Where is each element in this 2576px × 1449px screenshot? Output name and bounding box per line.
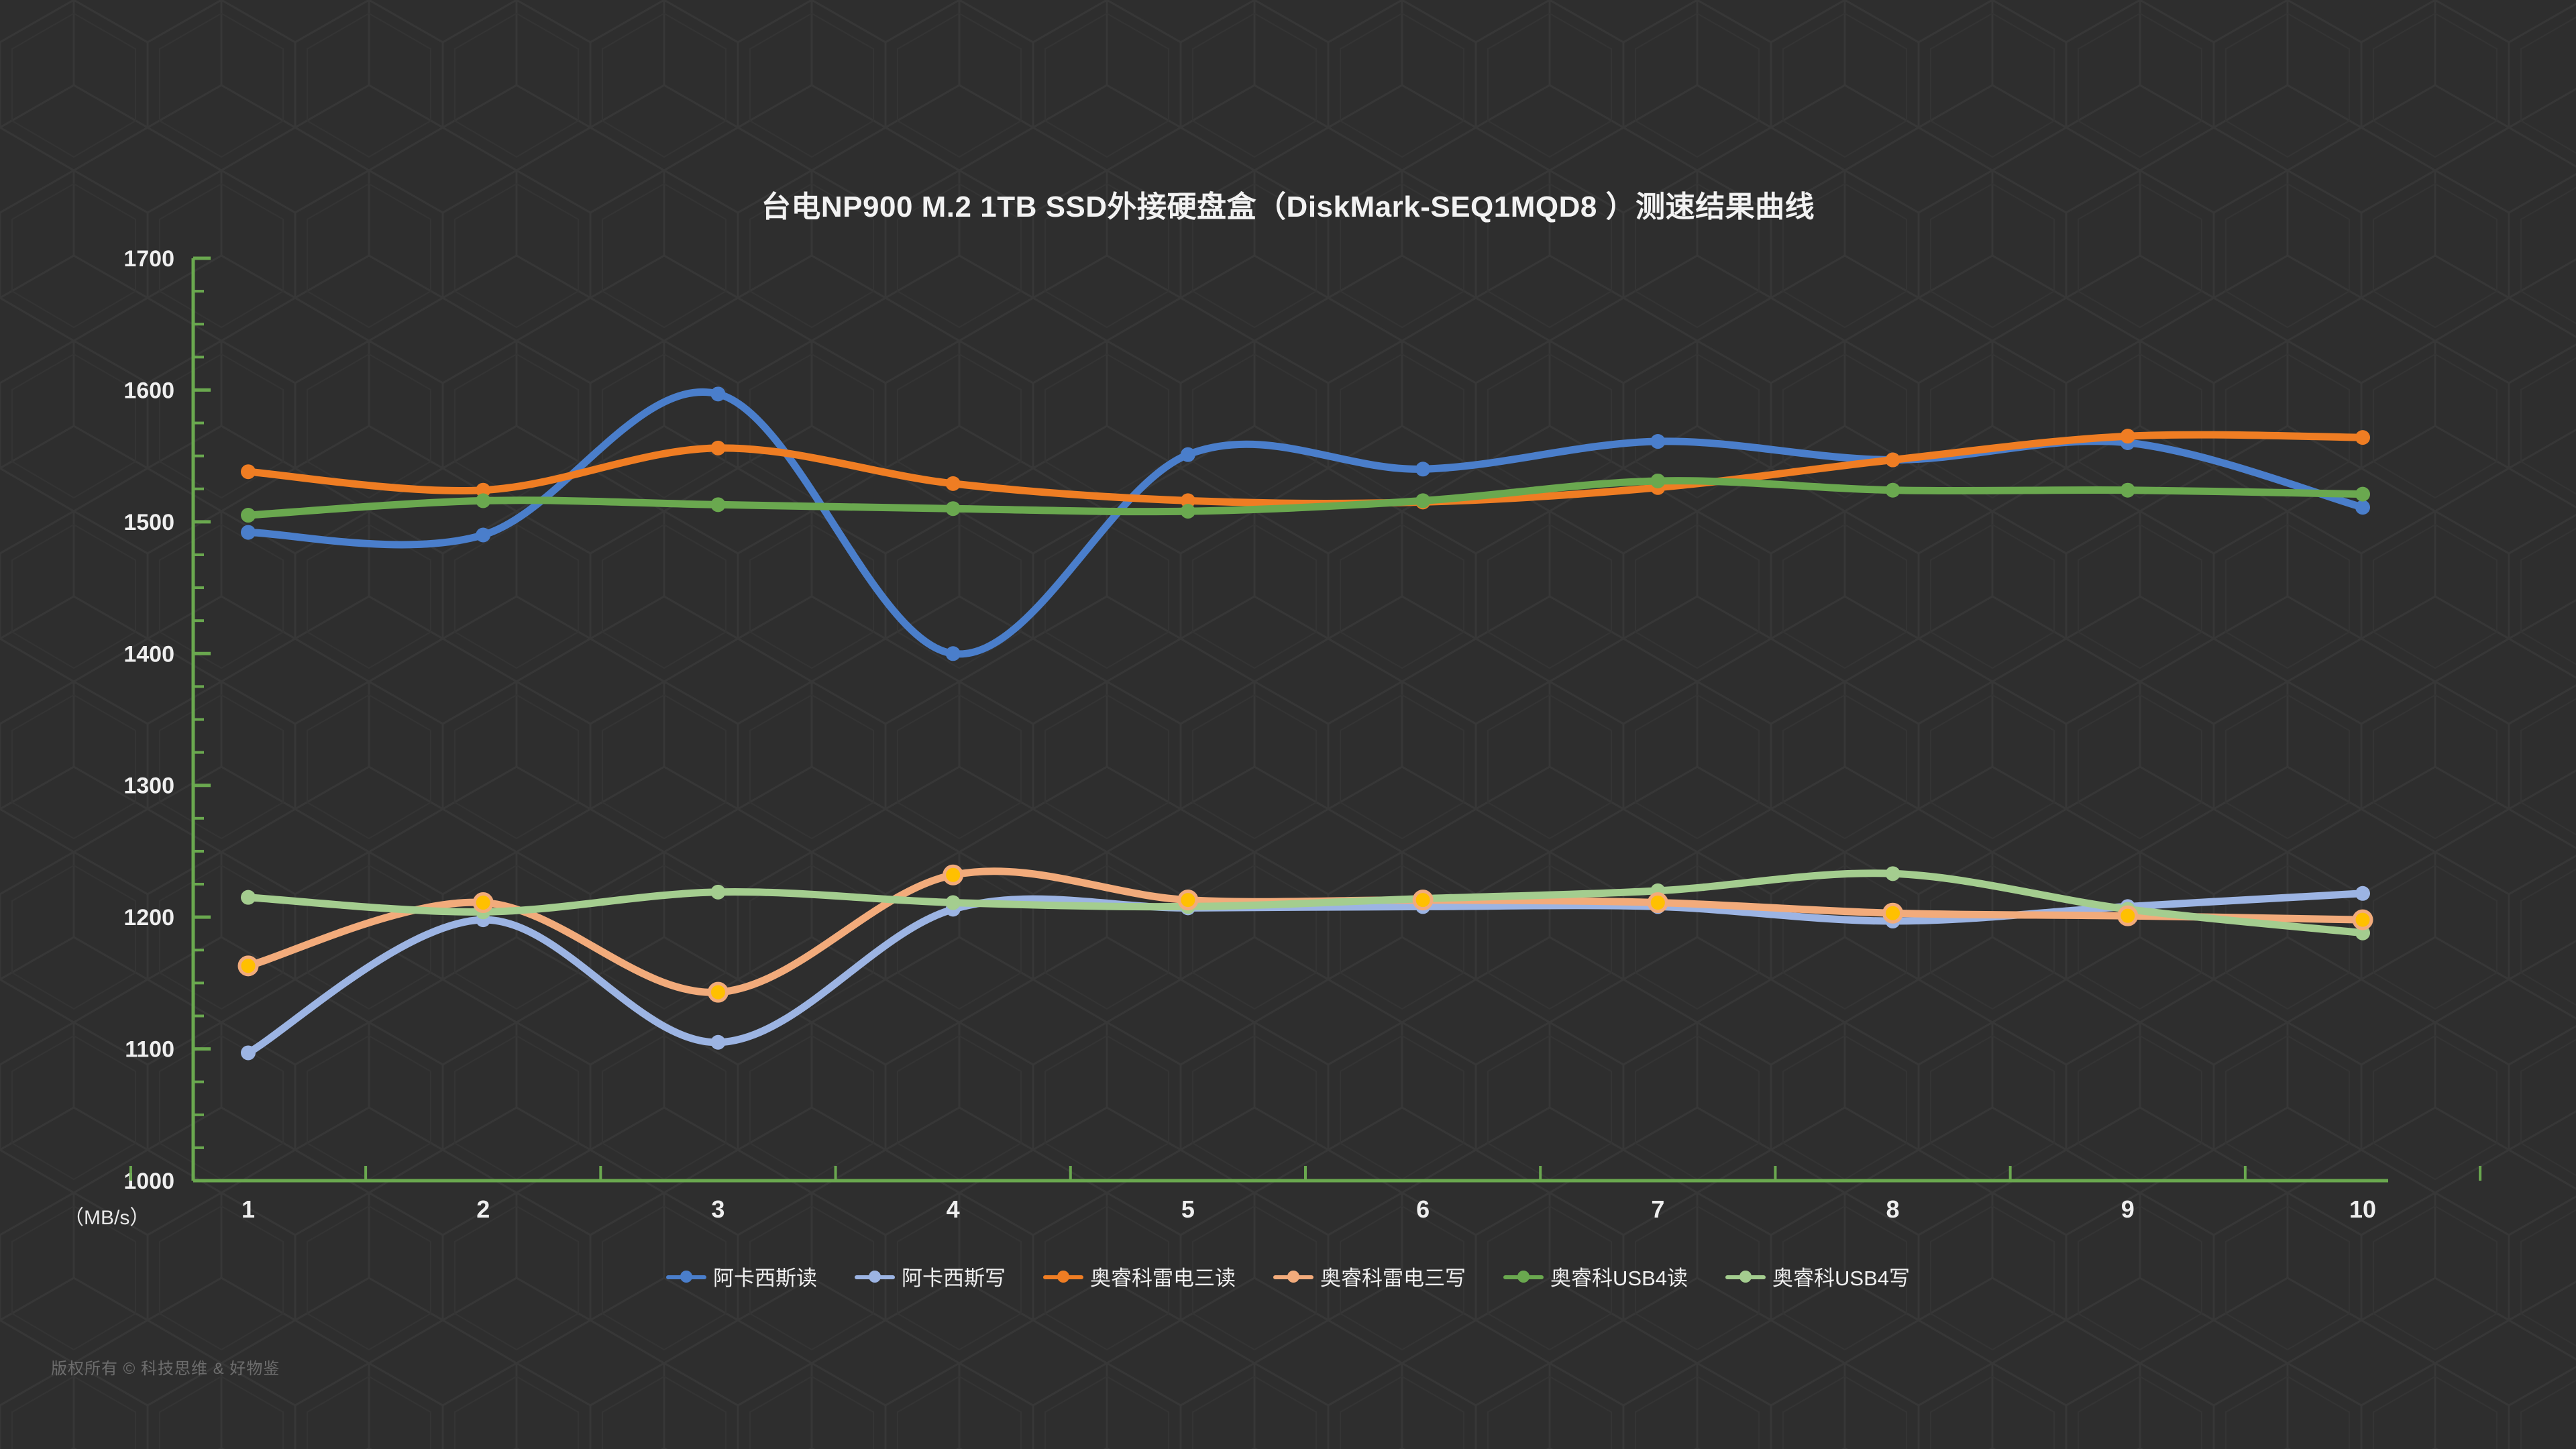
data-point <box>241 464 256 480</box>
data-point-highlight <box>1177 890 1199 911</box>
chart-title: 台电NP900 M.2 1TB SSD外接硬盘盒（DiskMark-SEQ1MQ… <box>761 191 1815 223</box>
legend-item-label: 奥睿科USB4读 <box>1550 1267 1688 1290</box>
series-1 <box>241 386 2370 661</box>
legend-marker-icon <box>1725 1269 1766 1284</box>
legend-item-label: 奥睿科USB4写 <box>1772 1267 1910 1290</box>
svg-text:1: 1 <box>241 1195 255 1221</box>
data-point <box>1885 452 1900 468</box>
legend-marker-icon <box>855 1269 896 1284</box>
legend-marker-icon <box>666 1269 707 1284</box>
legend-item-label: 奥睿科雷电三读 <box>1090 1267 1236 1290</box>
y-axis-unit-label: （MB/s） <box>64 1207 150 1229</box>
legend-item-label: 奥睿科雷电三写 <box>1320 1267 1466 1290</box>
svg-text:1600: 1600 <box>123 378 174 403</box>
svg-text:1700: 1700 <box>123 246 174 272</box>
chart-legend: 阿卡西斯读 阿卡西斯写 奥睿科雷电三读 奥睿科雷电三写 奥睿科USB4读 奥睿科USB4写 <box>0 1261 2576 1291</box>
svg-text:6: 6 <box>1416 1195 1430 1221</box>
data-point-highlight <box>1647 892 1668 914</box>
data-point-highlight <box>237 955 259 977</box>
data-point <box>945 476 961 491</box>
svg-text:3: 3 <box>711 1195 724 1221</box>
svg-text:9: 9 <box>2121 1195 2135 1221</box>
data-point <box>1180 504 1195 519</box>
data-point <box>945 646 961 661</box>
legend-item-1[interactable]: 阿卡西斯读 <box>666 1261 817 1291</box>
svg-text:1100: 1100 <box>125 1037 174 1063</box>
data-point <box>2120 482 2135 498</box>
data-point-highlight <box>1412 890 1434 911</box>
data-point <box>945 501 961 517</box>
svg-text:4: 4 <box>947 1195 960 1221</box>
legend-item-label: 阿卡西斯写 <box>902 1267 1006 1290</box>
data-point-highlight <box>472 892 494 914</box>
svg-text:1400: 1400 <box>123 641 174 667</box>
svg-text:10: 10 <box>2349 1195 2376 1221</box>
svg-text:1000: 1000 <box>123 1169 174 1194</box>
series-5 <box>241 473 2370 523</box>
data-point <box>2355 486 2370 502</box>
data-point <box>1415 493 1431 508</box>
legend-marker-icon <box>1043 1269 1084 1284</box>
data-point <box>241 508 256 523</box>
legend-marker-icon <box>1273 1269 1314 1284</box>
data-point-highlight <box>943 864 964 885</box>
data-point <box>2120 429 2135 444</box>
data-point-highlight <box>1882 902 1904 924</box>
legend-item-6[interactable]: 奥睿科USB4写 <box>1725 1261 1910 1291</box>
legend-item-5[interactable]: 奥睿科USB4读 <box>1503 1261 1688 1291</box>
series-4 <box>241 867 2370 1000</box>
data-point <box>710 386 726 402</box>
data-point <box>1650 434 1666 449</box>
data-point <box>710 440 726 455</box>
svg-text:8: 8 <box>1886 1195 1900 1221</box>
data-point <box>1650 473 1666 488</box>
legend-marker-icon <box>1503 1269 1544 1284</box>
data-point <box>1885 482 1900 498</box>
data-point <box>476 482 491 498</box>
data-point <box>1180 447 1195 462</box>
svg-text:7: 7 <box>1651 1195 1664 1221</box>
data-point <box>1180 493 1195 508</box>
data-point <box>2355 885 2370 901</box>
data-point-highlight <box>2117 905 2139 926</box>
svg-text:1300: 1300 <box>123 773 174 799</box>
legend-item-label: 阿卡西斯读 <box>713 1267 818 1290</box>
svg-text:1200: 1200 <box>123 905 174 930</box>
copyright-watermark: 版权所有 © 科技思维 & 好物鉴 <box>51 1360 280 1378</box>
data-point-highlight <box>2352 909 2373 930</box>
data-point <box>476 493 491 508</box>
data-point <box>2355 500 2370 515</box>
svg-text:2: 2 <box>476 1195 490 1221</box>
data-point <box>241 525 256 540</box>
data-point <box>241 1045 256 1061</box>
chart-plot-area: 1000 1100 1200 1300 1400 1500 1600 1700 1 2 3 4 5 6 7 8… <box>123 246 2482 1221</box>
data-point-highlight <box>707 981 729 1003</box>
data-point <box>2355 430 2370 445</box>
data-point <box>476 527 491 543</box>
svg-text:5: 5 <box>1181 1195 1195 1221</box>
series-3 <box>241 429 2370 510</box>
data-point <box>710 884 726 900</box>
legend-item-3[interactable]: 奥睿科雷电三读 <box>1043 1261 1236 1291</box>
data-point <box>945 895 961 910</box>
data-point <box>710 1034 726 1050</box>
svg-text:1500: 1500 <box>123 510 174 535</box>
legend-item-4[interactable]: 奥睿科雷电三写 <box>1273 1261 1466 1291</box>
data-point <box>710 497 726 513</box>
data-point <box>1415 462 1431 477</box>
data-point <box>1885 866 1900 881</box>
data-point <box>241 890 256 905</box>
legend-item-2[interactable]: 阿卡西斯写 <box>855 1261 1006 1291</box>
